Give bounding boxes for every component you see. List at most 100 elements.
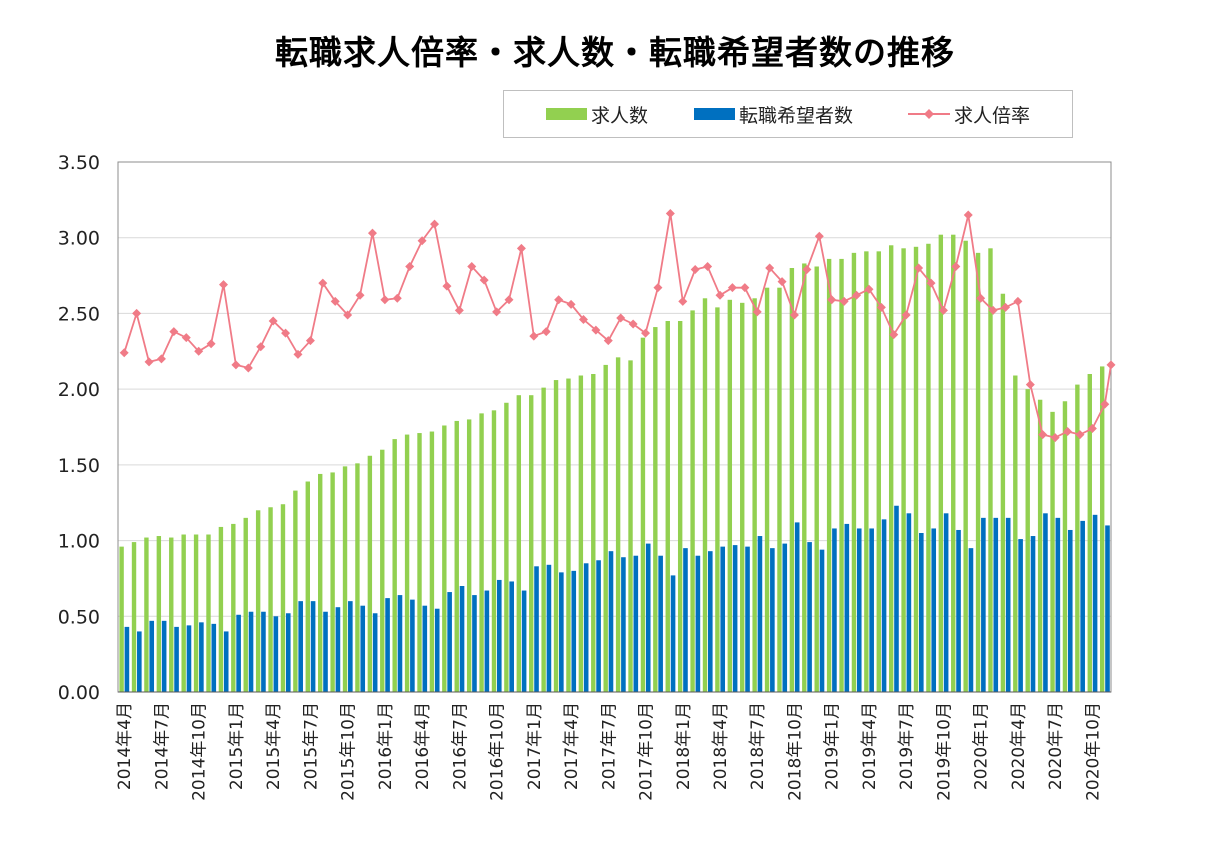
bar-job-seekers — [211, 623, 217, 692]
ratio-marker — [740, 283, 750, 293]
ratio-marker — [641, 328, 651, 338]
x-tick-label: 2014年4月 — [115, 702, 135, 790]
ratio-marker — [156, 354, 166, 364]
ratio-marker — [1038, 430, 1048, 440]
bar-job-seekers — [894, 505, 899, 692]
x-tick-label: 2019年4月 — [860, 702, 880, 790]
ratio-marker — [814, 231, 824, 241]
bar-job-openings — [380, 449, 385, 692]
bar-job-seekers — [397, 595, 403, 692]
bar-job-seekers — [1067, 529, 1073, 692]
bar-job-openings — [1025, 389, 1030, 692]
bar-job-seekers — [223, 631, 229, 692]
bar-job-seekers — [360, 605, 366, 692]
bar-job-seekers — [633, 555, 639, 692]
bar-job-openings — [839, 258, 844, 692]
ratio-marker — [752, 307, 762, 317]
ratio-marker — [169, 327, 179, 337]
bar-job-openings — [603, 364, 608, 692]
legend-item-job-seekers: 転職希望者数 — [694, 91, 853, 137]
x-tick-label: 2020年7月 — [1046, 702, 1066, 790]
x-tick-label: 2015年4月 — [264, 702, 284, 790]
legend-swatch-blue-bar — [694, 108, 735, 120]
ratio-marker — [765, 263, 775, 273]
ratio-marker — [392, 293, 402, 303]
bar-job-openings — [181, 534, 186, 692]
bar-job-openings — [653, 327, 658, 692]
bar-job-seekers — [459, 586, 465, 692]
ratio-marker — [504, 295, 514, 305]
bar-job-seekers — [869, 528, 874, 692]
bar-job-openings — [417, 433, 422, 692]
y-tick-label: 1.50 — [58, 455, 100, 477]
bar-job-openings — [342, 466, 348, 692]
x-tick-label: 2015年1月 — [227, 702, 247, 790]
bar-job-openings — [193, 534, 199, 692]
x-tick-label: 2019年7月 — [897, 702, 917, 790]
bar-job-seekers — [546, 564, 552, 692]
bar-job-seekers — [658, 555, 663, 692]
bar-job-seekers — [782, 543, 788, 692]
x-tick-label: 2018年10月 — [785, 702, 805, 801]
bar-job-seekers — [596, 560, 601, 692]
x-tick-label: 2017年7月 — [599, 702, 619, 790]
bar-job-seekers — [832, 528, 837, 692]
bar-job-openings — [268, 507, 273, 692]
ratio-marker — [628, 319, 638, 329]
ratio-marker — [951, 261, 961, 271]
legend-swatch-green-bar — [546, 108, 587, 120]
bar-job-openings — [1000, 293, 1006, 692]
bar-job-seekers — [434, 608, 440, 692]
ratio-marker — [442, 281, 452, 291]
bar-job-openings — [280, 504, 286, 692]
bar-job-seekers — [348, 601, 353, 692]
ratio-marker — [578, 314, 588, 324]
ratio-marker — [1013, 296, 1023, 306]
bar-job-seekers — [1080, 520, 1085, 692]
ratio-marker — [864, 284, 874, 294]
bar-job-openings — [789, 268, 795, 692]
bar-job-seekers — [1030, 536, 1036, 692]
bar-job-openings — [504, 402, 509, 692]
bar-job-openings — [144, 537, 149, 692]
bar-job-openings — [491, 410, 497, 692]
bar-job-seekers — [819, 549, 825, 692]
bar-job-openings — [888, 245, 894, 693]
ratio-marker — [380, 295, 390, 305]
bar-job-openings — [628, 360, 633, 692]
x-tick-label: 2016年7月 — [450, 702, 470, 790]
ratio-marker — [367, 228, 377, 238]
bar-job-seekers — [856, 528, 862, 692]
ratio-marker — [827, 295, 837, 305]
ratio-marker — [914, 263, 924, 273]
ratio-marker — [281, 328, 291, 338]
bar-job-seekers — [186, 625, 192, 692]
ratio-marker — [802, 265, 812, 275]
x-tick-label: 2020年1月 — [972, 702, 992, 790]
bar-job-seekers — [956, 529, 961, 692]
bar-job-seekers — [261, 611, 266, 692]
bar-job-seekers — [1055, 517, 1061, 692]
bar-job-seekers — [124, 626, 130, 692]
bar-job-openings — [578, 375, 584, 692]
ratio-marker — [132, 308, 142, 318]
ratio-marker — [566, 299, 576, 309]
x-tick-label: 2018年4月 — [711, 702, 731, 790]
bar-job-seekers — [571, 570, 577, 692]
ratio-marker — [529, 331, 539, 341]
bar-job-openings — [702, 298, 708, 692]
bar-job-openings — [690, 310, 695, 692]
y-tick-label: 2.50 — [58, 303, 100, 325]
y-tick-label: 2.00 — [58, 379, 100, 401]
bar-job-seekers — [174, 626, 179, 692]
bar-job-seekers — [919, 533, 924, 692]
bar-job-seekers — [372, 613, 378, 692]
ratio-marker — [963, 210, 973, 220]
bar-job-openings — [1099, 366, 1105, 692]
ratio-marker — [405, 261, 415, 271]
bar-job-seekers — [236, 614, 241, 692]
bar-job-openings — [529, 395, 534, 692]
bar-job-seekers — [943, 513, 949, 692]
bar-job-seekers — [844, 523, 850, 692]
